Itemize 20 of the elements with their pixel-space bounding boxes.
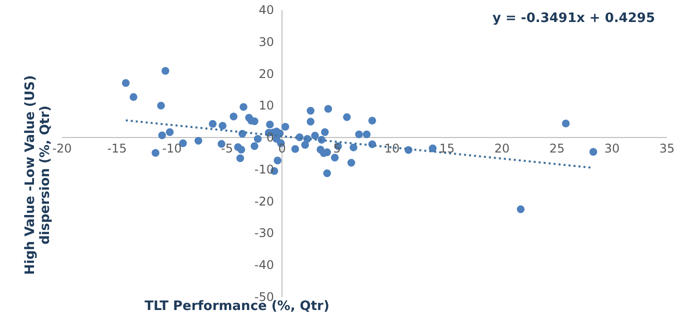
x-tick-label: 15 <box>439 142 455 156</box>
x-tick-label: 25 <box>549 142 565 156</box>
x-tick-label: -5 <box>221 142 233 156</box>
x-tick-label: 30 <box>604 142 620 156</box>
x-tick-label: -15 <box>107 142 127 156</box>
y-tick-label: 30 <box>258 34 274 49</box>
annotation: y = -0.3491x + 0.4295 <box>492 11 655 26</box>
y-tick-label: -20 <box>254 194 274 208</box>
y-tick-label: 20 <box>258 66 274 81</box>
y-tick-label: 40 <box>258 3 274 17</box>
x-tick-label: -20 <box>52 142 72 156</box>
y-tick-label: -50 <box>254 290 274 304</box>
y-tick-label: -30 <box>254 226 274 240</box>
x-tick-label: -10 <box>162 142 182 156</box>
y-tick-label: -40 <box>254 258 274 272</box>
x-tick-label: 35 <box>659 142 675 156</box>
x-tick-label: 20 <box>494 142 510 156</box>
x-tick-label: 10 <box>384 142 400 156</box>
y-tick-label: 10 <box>258 98 274 113</box>
y-axis-title: High Value -Low Value (US) dispersion (%, Qtr) <box>23 75 53 275</box>
